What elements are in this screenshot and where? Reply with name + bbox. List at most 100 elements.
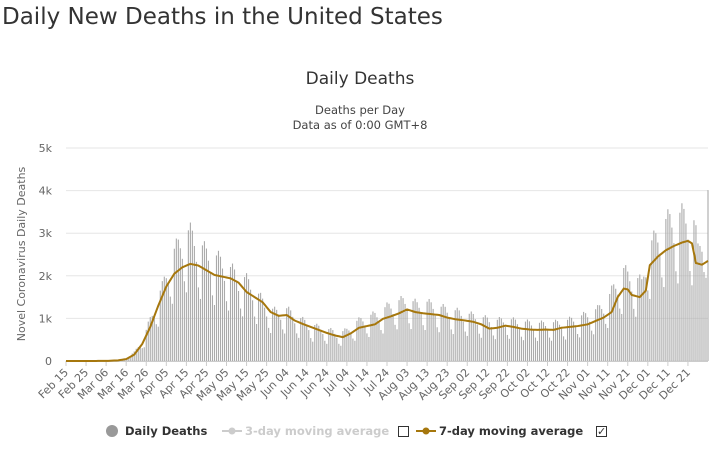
daily-deaths-bar [203, 241, 205, 361]
daily-deaths-bar [374, 312, 376, 361]
daily-deaths-bar [681, 203, 683, 361]
daily-deaths-bar [565, 339, 567, 361]
daily-deaths-bar [221, 268, 224, 361]
daily-deaths-bar [258, 293, 260, 361]
daily-deaths-bar [306, 325, 308, 361]
daily-deaths-bar [296, 333, 298, 361]
daily-deaths-bar [264, 307, 266, 361]
daily-deaths-bar [603, 313, 605, 361]
daily-deaths-bar [554, 319, 557, 361]
daily-deaths-bar [627, 271, 629, 361]
daily-deaths-bar [282, 329, 284, 361]
daily-deaths-bar [356, 320, 358, 361]
daily-deaths-bar [619, 308, 621, 361]
daily-deaths-bar [330, 327, 332, 361]
daily-deaths-bar [655, 233, 657, 361]
3day-average-checkbox[interactable] [398, 426, 409, 437]
daily-deaths-bar [649, 298, 651, 361]
daily-deaths-bar [613, 284, 615, 361]
daily-deaths-bar [320, 329, 322, 361]
daily-deaths-bar [697, 243, 699, 361]
daily-deaths-bar [458, 310, 460, 361]
daily-deaths-bar [496, 319, 498, 361]
chart-title: Daily Deaths [305, 69, 415, 89]
daily-deaths-bar [171, 303, 173, 361]
daily-deaths-bar [237, 290, 240, 361]
daily-deaths-bar [189, 222, 191, 361]
daily-deaths-bar [256, 324, 258, 361]
daily-deaths-bar [446, 312, 448, 361]
daily-deaths-bar [448, 318, 450, 361]
daily-deaths-bar [428, 299, 430, 361]
daily-deaths-bar [703, 272, 705, 361]
daily-deaths-bar [490, 327, 492, 361]
daily-deaths-bar [310, 338, 312, 361]
daily-deaths-bar [687, 239, 689, 361]
daily-deaths-bar [500, 318, 502, 361]
daily-deaths-bar [157, 326, 159, 361]
daily-deaths-bar [272, 308, 274, 361]
daily-deaths-bar [617, 294, 619, 361]
daily-deaths-bar [671, 227, 673, 361]
daily-deaths-bar [520, 336, 522, 361]
daily-deaths-bar [416, 302, 418, 361]
daily-deaths-bar [647, 290, 649, 361]
daily-deaths-bar [135, 348, 137, 361]
daily-deaths-bar [412, 301, 414, 361]
daily-deaths-bar [639, 274, 641, 361]
daily-deaths-bar [705, 277, 707, 361]
daily-deaths-bar [304, 319, 306, 361]
daily-deaths-bar [332, 330, 334, 361]
daily-deaths-bar [482, 317, 484, 361]
daily-deaths-bar [227, 310, 230, 361]
daily-deaths-bar [651, 240, 653, 361]
legend-daily-deaths[interactable]: Daily Deaths [106, 424, 207, 438]
daily-deaths-bar [348, 330, 350, 361]
daily-deaths-bar [352, 338, 354, 361]
legend-3day-average[interactable]: 3-day moving average [222, 424, 389, 438]
legend-7day-average[interactable]: 7-day moving average [416, 424, 583, 438]
daily-deaths-bar [637, 278, 639, 361]
daily-deaths-bar [516, 324, 518, 361]
daily-deaths-bar [607, 327, 609, 361]
daily-deaths-bar [635, 316, 637, 361]
daily-deaths-bar [183, 281, 185, 361]
daily-deaths-bar [244, 277, 246, 361]
daily-deaths-bar [368, 336, 370, 361]
seven-day-average-line [66, 239, 709, 362]
daily-deaths-bar [540, 320, 543, 361]
daily-deaths-bar [556, 321, 559, 361]
daily-deaths-bar [260, 292, 262, 361]
daily-deaths-bar [145, 329, 147, 361]
daily-deaths-bar [476, 324, 478, 361]
legend-7day-average-label: 7-day moving average [439, 424, 584, 438]
daily-deaths-bar [569, 316, 571, 361]
daily-deaths-bar [595, 309, 597, 361]
daily-deaths-bar [394, 324, 396, 361]
daily-deaths-bar [585, 313, 587, 361]
daily-deaths-bar [542, 322, 545, 361]
daily-deaths-bar [404, 303, 406, 361]
daily-deaths-bar [318, 325, 320, 361]
daily-deaths-bar [657, 242, 659, 361]
daily-deaths-bar [544, 326, 547, 361]
daily-deaths-bar [344, 328, 346, 361]
daily-deaths-bar [484, 315, 486, 361]
daily-deaths-bar [292, 316, 294, 361]
daily-deaths-bar [438, 332, 440, 361]
daily-deaths-bar [392, 314, 394, 361]
daily-deaths-bar [181, 258, 183, 361]
daily-deaths-bar [488, 322, 490, 361]
legend: Daily Deaths 3-day moving average 7-day … [0, 424, 720, 444]
daily-deaths-bar [139, 346, 141, 361]
daily-deaths-bar [426, 301, 428, 361]
y-tick-label: 0 [45, 355, 52, 368]
daily-deaths-bar [581, 315, 583, 361]
daily-deaths-bar [514, 319, 516, 361]
daily-deaths-bar [346, 328, 348, 361]
daily-deaths-bar [583, 311, 585, 361]
daily-deaths-bar [187, 230, 189, 361]
daily-deaths-bar [432, 308, 434, 361]
7day-average-checkbox[interactable]: ✓ [596, 425, 607, 438]
